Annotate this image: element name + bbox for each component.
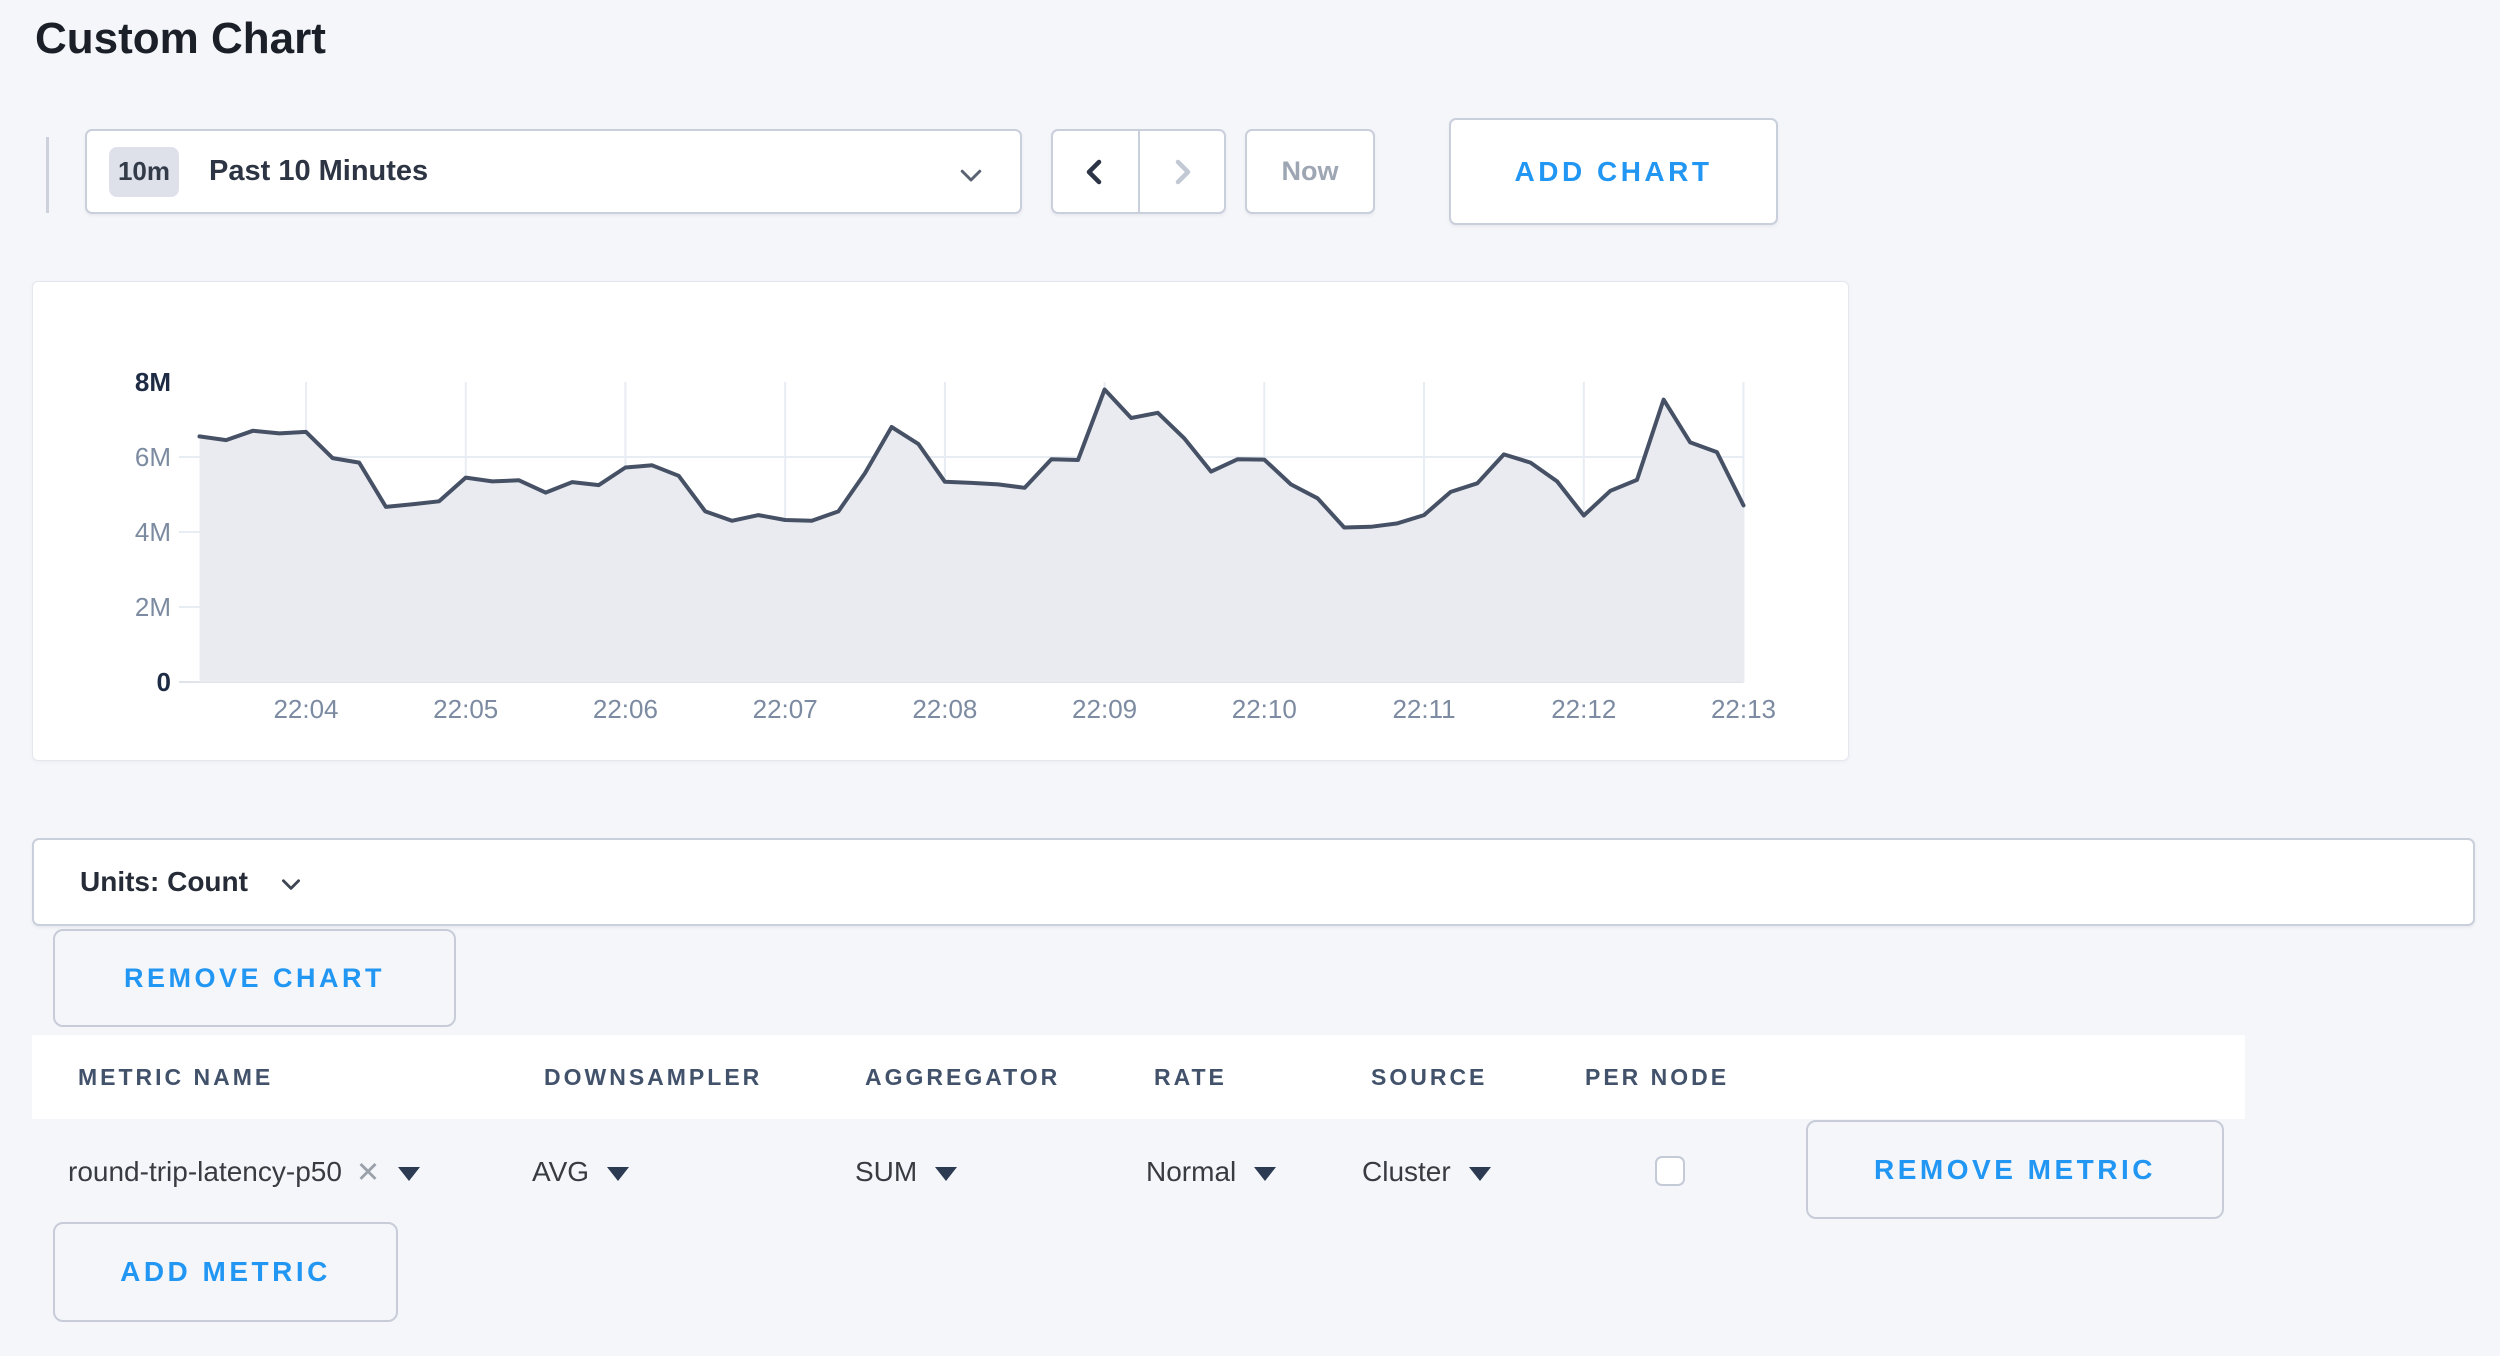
- time-range-dropdown[interactable]: 10m Past 10 Minutes: [85, 129, 1022, 214]
- svg-text:22:08: 22:08: [912, 694, 977, 724]
- chevron-down-icon: [956, 160, 986, 190]
- chevron-down-icon: [278, 871, 304, 897]
- svg-text:22:12: 22:12: [1551, 694, 1616, 724]
- source-select[interactable]: Cluster: [1362, 1119, 1491, 1225]
- caret-down-icon: [398, 1167, 421, 1181]
- svg-text:4M: 4M: [135, 517, 171, 547]
- col-aggregator: AGGREGATOR: [865, 1063, 1061, 1090]
- caret-down-icon: [935, 1167, 958, 1181]
- col-metric-name: METRIC NAME: [78, 1063, 274, 1090]
- svg-text:22:10: 22:10: [1232, 694, 1297, 724]
- caret-down-icon: [1468, 1167, 1491, 1181]
- remove-chart-button[interactable]: REMOVE CHART: [53, 929, 456, 1027]
- svg-text:22:06: 22:06: [593, 694, 658, 724]
- time-range-label: Past 10 Minutes: [209, 155, 429, 187]
- area-chart: 0 2M 4M 6M 8M 22:04 22:05 22:06 22:07 22:08 22:09 2…: [135, 367, 1776, 724]
- per-node-checkbox[interactable]: [1655, 1156, 1685, 1186]
- svg-text:8M: 8M: [135, 367, 171, 397]
- col-per-node: PER NODE: [1585, 1063, 1730, 1090]
- svg-text:22:05: 22:05: [433, 694, 498, 724]
- downsampler-select[interactable]: AVG: [532, 1119, 630, 1225]
- metric-chart-panel[interactable]: 0 2M 4M 6M 8M 22:04 22:05 22:06 22:07 22:08 22:09 2…: [32, 281, 1849, 761]
- time-scale-badge: 10m: [109, 146, 179, 197]
- units-dropdown[interactable]: Units: Count: [32, 838, 2475, 926]
- toolbar-accent-divider: [46, 137, 49, 213]
- add-chart-button[interactable]: ADD CHART: [1449, 118, 1778, 225]
- add-metric-button[interactable]: ADD METRIC: [53, 1222, 398, 1322]
- svg-text:22:07: 22:07: [753, 694, 818, 724]
- aggregator-select[interactable]: SUM: [855, 1119, 958, 1225]
- rate-select[interactable]: Normal: [1146, 1119, 1277, 1225]
- svg-text:0: 0: [157, 667, 171, 697]
- caret-down-icon: [607, 1167, 630, 1181]
- downsampler-value: AVG: [532, 1156, 590, 1187]
- clear-metric-x-icon[interactable]: ✕: [355, 1156, 381, 1189]
- pager-divider: [1137, 131, 1140, 212]
- svg-text:22:09: 22:09: [1072, 694, 1137, 724]
- page-title: Custom Chart: [35, 14, 326, 63]
- source-value: Cluster: [1362, 1156, 1451, 1187]
- col-downsampler: DOWNSAMPLER: [544, 1063, 763, 1090]
- svg-text:22:13: 22:13: [1711, 694, 1776, 724]
- svg-text:2M: 2M: [135, 592, 171, 622]
- caret-down-icon: [1254, 1167, 1277, 1181]
- svg-text:22:11: 22:11: [1392, 694, 1455, 724]
- aggregator-value: SUM: [855, 1156, 918, 1187]
- svg-text:22:04: 22:04: [273, 694, 338, 724]
- now-button[interactable]: Now: [1245, 129, 1375, 214]
- rate-value: Normal: [1146, 1156, 1237, 1187]
- col-rate: RATE: [1154, 1063, 1227, 1090]
- units-label: Units: Count: [80, 866, 248, 897]
- metric-name-value: round-trip-latency-p50: [68, 1156, 342, 1187]
- metric-row: round-trip-latency-p50 ✕ AVG SUM Normal …: [32, 1119, 2245, 1225]
- metric-name-select[interactable]: round-trip-latency-p50 ✕: [68, 1119, 421, 1225]
- remove-metric-button[interactable]: REMOVE METRIC: [1806, 1120, 2224, 1219]
- prev-time-button[interactable]: [1053, 131, 1138, 212]
- next-time-button[interactable]: [1140, 131, 1225, 212]
- chevron-right-icon: [1166, 156, 1198, 188]
- metrics-table-header: METRIC NAME DOWNSAMPLER AGGREGATOR RATE …: [32, 1035, 2245, 1119]
- col-source: SOURCE: [1371, 1063, 1488, 1090]
- chevron-left-icon: [1079, 156, 1111, 188]
- time-pager: [1051, 129, 1226, 214]
- svg-text:6M: 6M: [135, 442, 171, 472]
